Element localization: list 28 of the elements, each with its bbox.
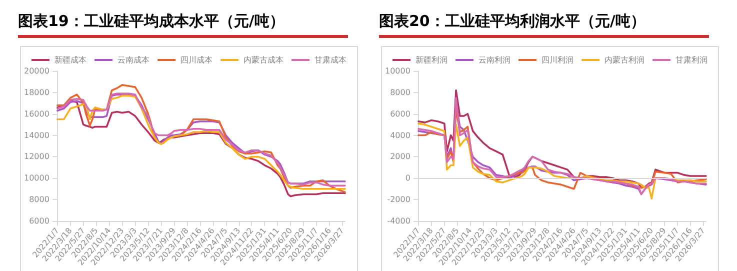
legend-label: 内蒙古利润 bbox=[604, 56, 644, 64]
legend-label: 内蒙古成本 bbox=[244, 56, 284, 64]
y-tick-label: 12000 bbox=[24, 152, 50, 162]
y-tick-label: -2000 bbox=[387, 195, 410, 204]
y-tick-label: 2000 bbox=[390, 152, 410, 162]
legend-label: 四川成本 bbox=[180, 56, 212, 64]
y-tick-label: 6000 bbox=[29, 216, 50, 226]
y-tick-label: -4000 bbox=[387, 216, 410, 226]
legend-label: 云南成本 bbox=[118, 56, 150, 64]
chart-title: 图表19：工业硅平均成本水平（元/吨） bbox=[18, 12, 348, 38]
legend-label: 云南利润 bbox=[478, 56, 510, 64]
legend-label: 新疆利润 bbox=[416, 56, 448, 64]
y-tick-label: 6000 bbox=[390, 109, 410, 118]
chart-title: 图表20：工业硅平均利润水平（元/吨） bbox=[379, 12, 709, 38]
y-tick-label: 10000 bbox=[24, 174, 50, 183]
y-tick-label: 8000 bbox=[390, 88, 410, 97]
y-tick-label: 10000 bbox=[384, 66, 410, 76]
y-tick-label: 8000 bbox=[29, 195, 50, 204]
legend-label: 甘肃成本 bbox=[314, 56, 346, 64]
legend-label: 新疆成本 bbox=[54, 56, 86, 64]
y-tick-label: 14000 bbox=[24, 130, 50, 140]
y-tick-label: 4000 bbox=[390, 130, 410, 140]
y-tick-label: 16000 bbox=[24, 109, 50, 118]
legend-label: 甘肃利润 bbox=[676, 56, 708, 64]
y-tick-label: 20000 bbox=[24, 66, 50, 76]
legend-label: 四川利润 bbox=[542, 56, 574, 64]
y-tick-label: 0 bbox=[405, 174, 410, 183]
y-tick-label: 18000 bbox=[24, 88, 50, 97]
